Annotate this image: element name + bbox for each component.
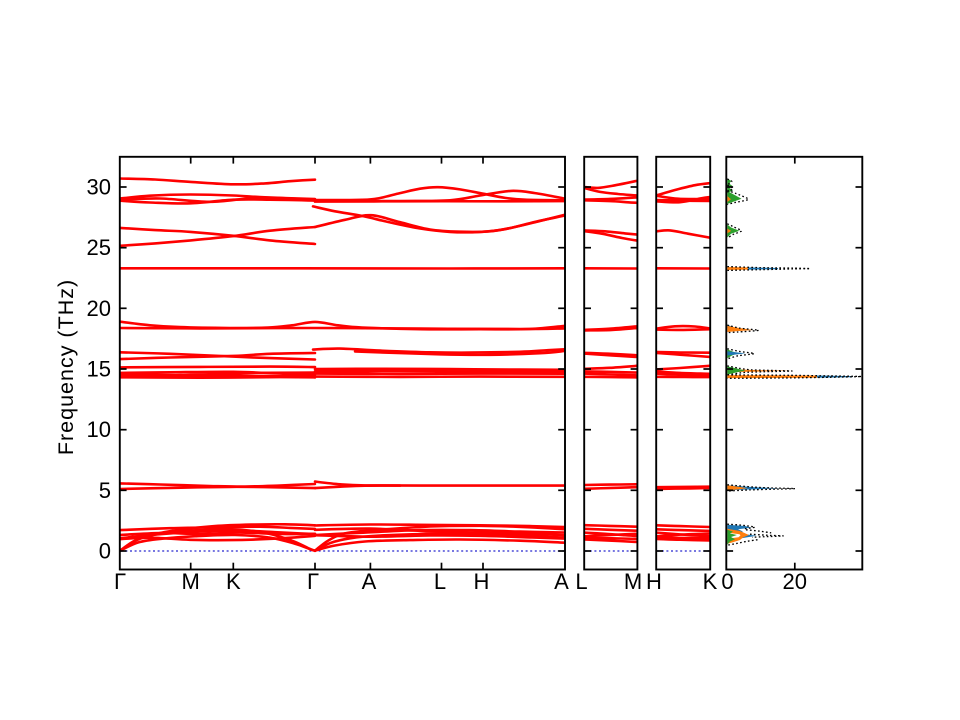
svg-text:10: 10 <box>87 417 111 442</box>
svg-text:M: M <box>624 569 642 594</box>
svg-text:5: 5 <box>99 478 111 503</box>
svg-text:H: H <box>646 569 662 594</box>
svg-text:15: 15 <box>87 357 111 382</box>
svg-text:L: L <box>575 569 587 594</box>
svg-text:Γ: Γ <box>307 569 319 594</box>
svg-text:L: L <box>434 569 446 594</box>
svg-text:0: 0 <box>721 569 733 594</box>
svg-text:A: A <box>362 569 377 594</box>
svg-text:K: K <box>226 569 241 594</box>
svg-text:Γ: Γ <box>114 569 126 594</box>
svg-text:M: M <box>182 569 200 594</box>
svg-text:30: 30 <box>87 175 111 200</box>
svg-text:A: A <box>554 569 569 594</box>
svg-text:H: H <box>474 569 490 594</box>
svg-text:K: K <box>703 569 718 594</box>
svg-text:0: 0 <box>99 539 111 564</box>
svg-text:20: 20 <box>783 569 807 594</box>
svg-text:Frequency (THz): Frequency (THz) <box>54 279 78 455</box>
svg-text:25: 25 <box>87 235 111 260</box>
svg-text:20: 20 <box>87 296 111 321</box>
